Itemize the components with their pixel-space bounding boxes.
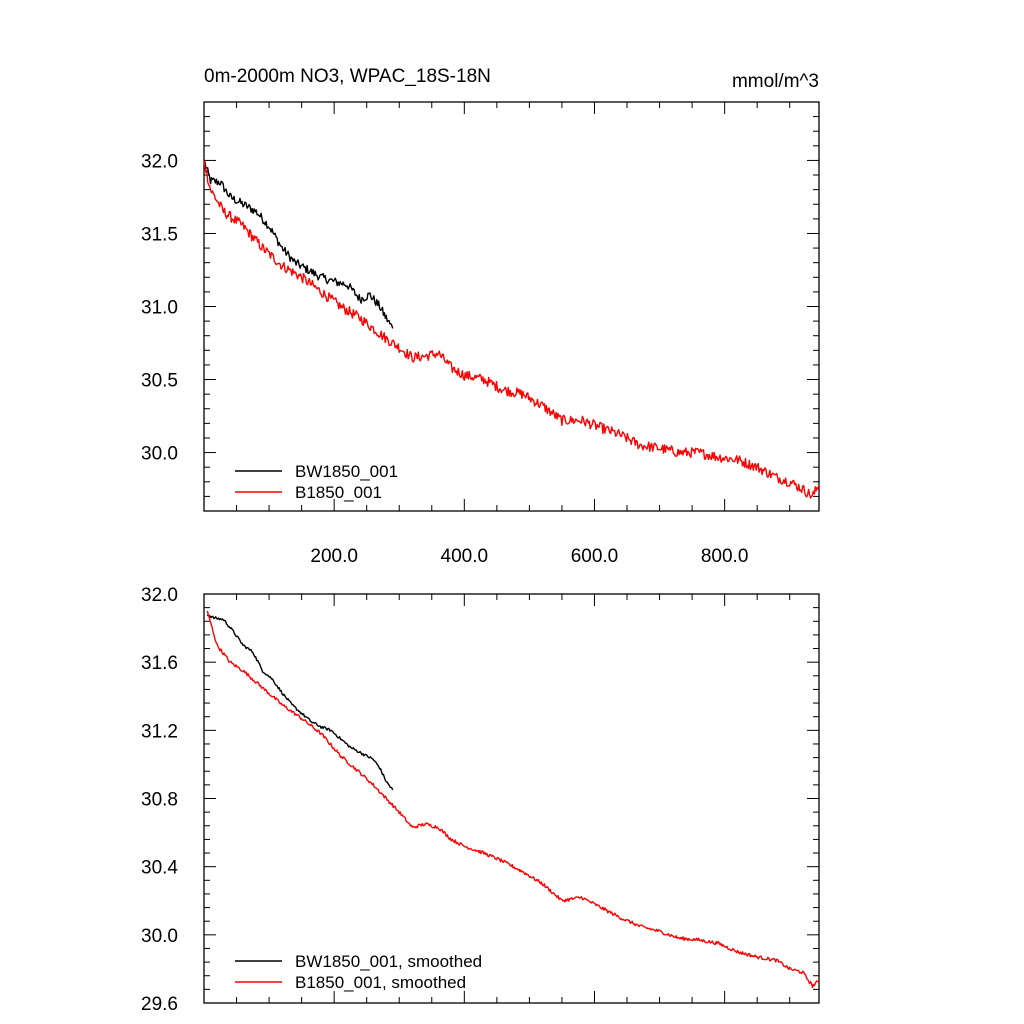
y-tick-label: 30.0 (141, 926, 178, 947)
x-tick-label: 400.0 (441, 546, 489, 567)
y-tick-label: 32.0 (141, 151, 178, 172)
y-tick-label: 30.5 (141, 371, 178, 392)
y-tick-label: 30.0 (141, 444, 178, 465)
series-line (203, 160, 394, 329)
series-lines (206, 610, 820, 989)
y-tick-label: 31.6 (141, 653, 178, 674)
plot-frame (203, 593, 820, 1004)
legend-label-bw1850-smoothed: BW1850_001, smoothed (295, 952, 482, 971)
bottom-panel: 29.6 30.0 30.4 30.8 31.2 31.6 32.0 BW1850_001,… (141, 585, 820, 1015)
y-tick-label: 31.5 (141, 224, 178, 245)
x-tick-label: 200.0 (310, 546, 358, 567)
units-label: mmol/m^3 (732, 71, 819, 92)
plot-frame (203, 101, 820, 512)
series-lines (203, 160, 820, 499)
series-line (203, 160, 820, 499)
y-axis: 29.6 30.0 30.4 30.8 31.2 31.6 32.0 (141, 585, 819, 1015)
legend-label-b1850-smoothed: B1850_001, smoothed (295, 973, 466, 992)
series-line (206, 614, 394, 791)
y-tick-label: 31.0 (141, 298, 178, 319)
legend-label-b1850: B1850_001 (295, 483, 382, 502)
x-tick-label: 800.0 (701, 546, 749, 567)
legend: BW1850_001, smoothed B1850_001, smoothed (235, 952, 482, 992)
x-tick-label: 600.0 (571, 546, 619, 567)
y-tick-label: 29.6 (141, 994, 178, 1015)
y-tick-label: 31.2 (141, 721, 178, 742)
series-line (206, 610, 820, 989)
y-tick-label: 30.8 (141, 790, 178, 811)
x-axis (236, 594, 791, 1003)
legend-label-bw1850: BW1850_001 (295, 462, 398, 481)
y-tick-label: 30.4 (141, 858, 178, 879)
chart-title: 0m-2000m NO3, WPAC_18S-18N (204, 66, 491, 87)
y-tick-label: 32.0 (141, 585, 178, 606)
x-axis: 200.0 400.0 600.0 800.0 (236, 102, 791, 567)
top-panel: 0m-2000m NO3, WPAC_18S-18N mmol/m^3 200.… (141, 66, 820, 567)
legend: BW1850_001 B1850_001 (235, 462, 398, 502)
y-axis: 30.0 30.5 31.0 31.5 32.0 (141, 101, 819, 512)
